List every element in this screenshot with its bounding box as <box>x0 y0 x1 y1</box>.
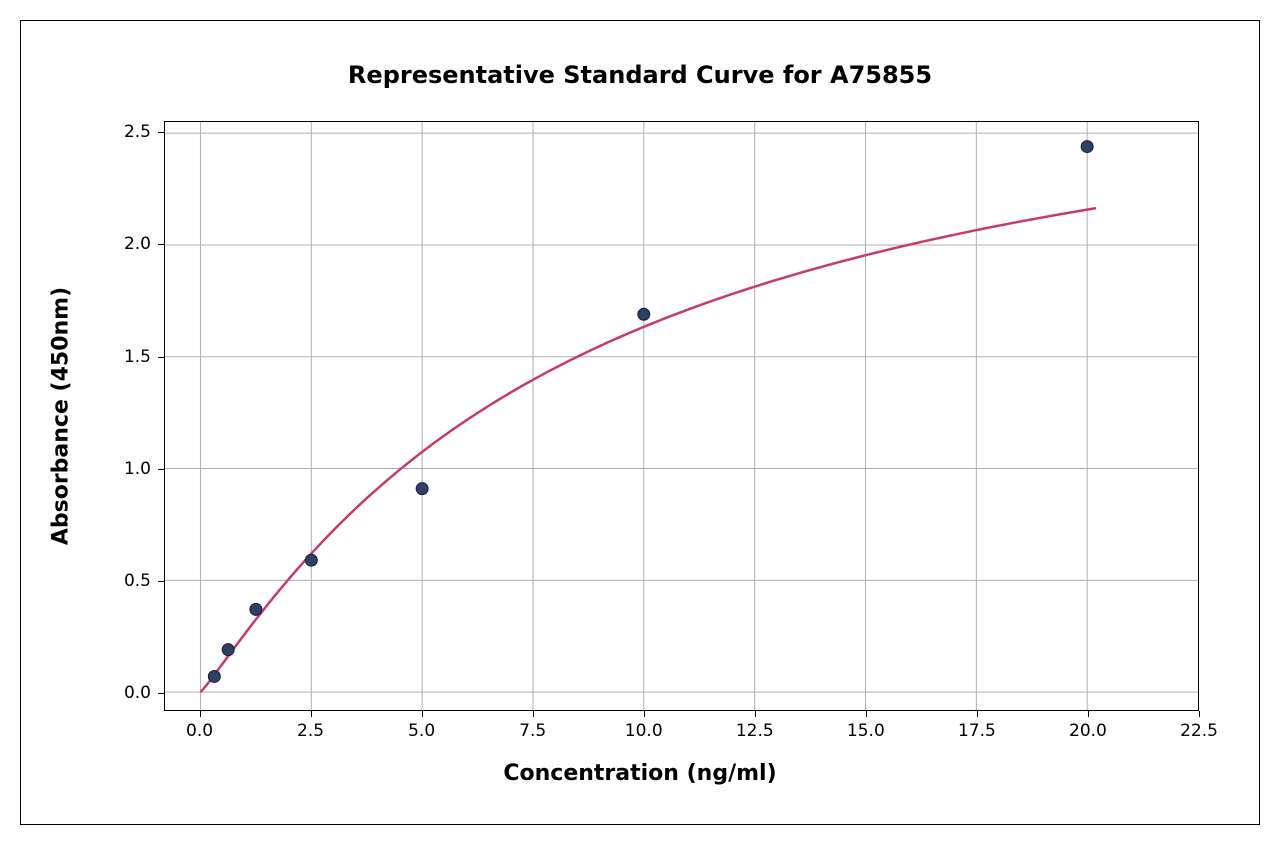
y-tick-mark <box>158 357 164 358</box>
data-point <box>222 644 234 656</box>
x-tick-label: 17.5 <box>958 721 996 741</box>
fitted-curve <box>200 208 1096 692</box>
y-tick-label: 2.0 <box>124 234 151 254</box>
data-point <box>250 603 262 615</box>
x-tick-mark <box>533 711 534 717</box>
x-tick-mark <box>311 711 312 717</box>
x-tick-mark <box>422 711 423 717</box>
data-point <box>1081 141 1093 153</box>
data-point <box>208 670 220 682</box>
x-tick-label: 7.5 <box>519 721 546 741</box>
x-tick-mark <box>755 711 756 717</box>
x-axis-label: Concentration (ng/ml) <box>503 761 776 786</box>
y-tick-mark <box>158 469 164 470</box>
y-tick-mark <box>158 132 164 133</box>
x-tick-label: 12.5 <box>736 721 774 741</box>
y-tick-mark <box>158 244 164 245</box>
x-tick-label: 10.0 <box>625 721 663 741</box>
x-tick-label: 0.0 <box>186 721 213 741</box>
y-tick-label: 1.0 <box>124 459 151 479</box>
y-axis-label: Absorbance (450nm) <box>49 287 74 545</box>
x-tick-label: 5.0 <box>408 721 435 741</box>
chart-title: Representative Standard Curve for A75855 <box>348 61 932 89</box>
x-tick-label: 22.5 <box>1180 721 1218 741</box>
chart-svg <box>165 122 1198 710</box>
x-tick-mark <box>1199 711 1200 717</box>
x-tick-label: 15.0 <box>847 721 885 741</box>
x-tick-mark <box>200 711 201 717</box>
x-tick-mark <box>1088 711 1089 717</box>
x-tick-mark <box>977 711 978 717</box>
data-point <box>416 483 428 495</box>
y-tick-label: 0.0 <box>124 683 151 703</box>
y-tick-label: 2.5 <box>124 122 151 142</box>
y-tick-mark <box>158 693 164 694</box>
x-tick-mark <box>866 711 867 717</box>
x-tick-label: 2.5 <box>297 721 324 741</box>
data-point <box>638 308 650 320</box>
chart-outer-border: Representative Standard Curve for A75855… <box>20 20 1260 825</box>
y-tick-label: 0.5 <box>124 571 151 591</box>
x-tick-label: 20.0 <box>1069 721 1107 741</box>
data-point <box>305 554 317 566</box>
y-tick-mark <box>158 581 164 582</box>
y-tick-label: 1.5 <box>124 347 151 367</box>
plot-area <box>164 121 1199 711</box>
x-tick-mark <box>644 711 645 717</box>
